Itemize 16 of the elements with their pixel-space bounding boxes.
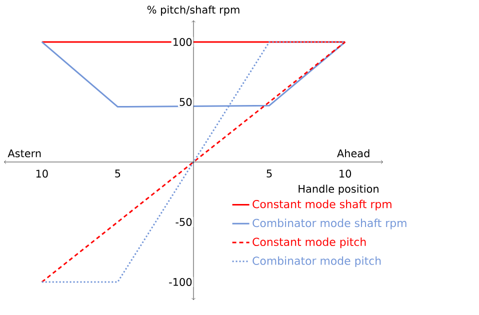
y-tick-label: -50 bbox=[176, 218, 192, 226]
x-tick-label: 5 bbox=[115, 170, 120, 178]
x-tick-label: 5 bbox=[266, 170, 272, 178]
y-tick-label: -100 bbox=[169, 278, 192, 286]
y-axis-title: % pitch/shaft rpm bbox=[147, 6, 240, 16]
x-axis-title: Handle position bbox=[298, 184, 378, 195]
legend-label: Constant mode shaft rpm bbox=[252, 200, 392, 210]
annotation: Ahead bbox=[337, 149, 370, 158]
legend-label: Combinator mode shaft rpm bbox=[252, 218, 406, 230]
legend-label: Combinator mode pitch bbox=[252, 256, 381, 268]
annotation: Astern bbox=[8, 150, 41, 158]
y-tick-label: 50 bbox=[180, 98, 192, 106]
y-tick-label: 100 bbox=[173, 38, 192, 46]
x-tick-label: 10 bbox=[36, 170, 48, 178]
legend-label: Constant mode pitch bbox=[252, 238, 366, 248]
x-tick-label: 10 bbox=[340, 170, 352, 178]
